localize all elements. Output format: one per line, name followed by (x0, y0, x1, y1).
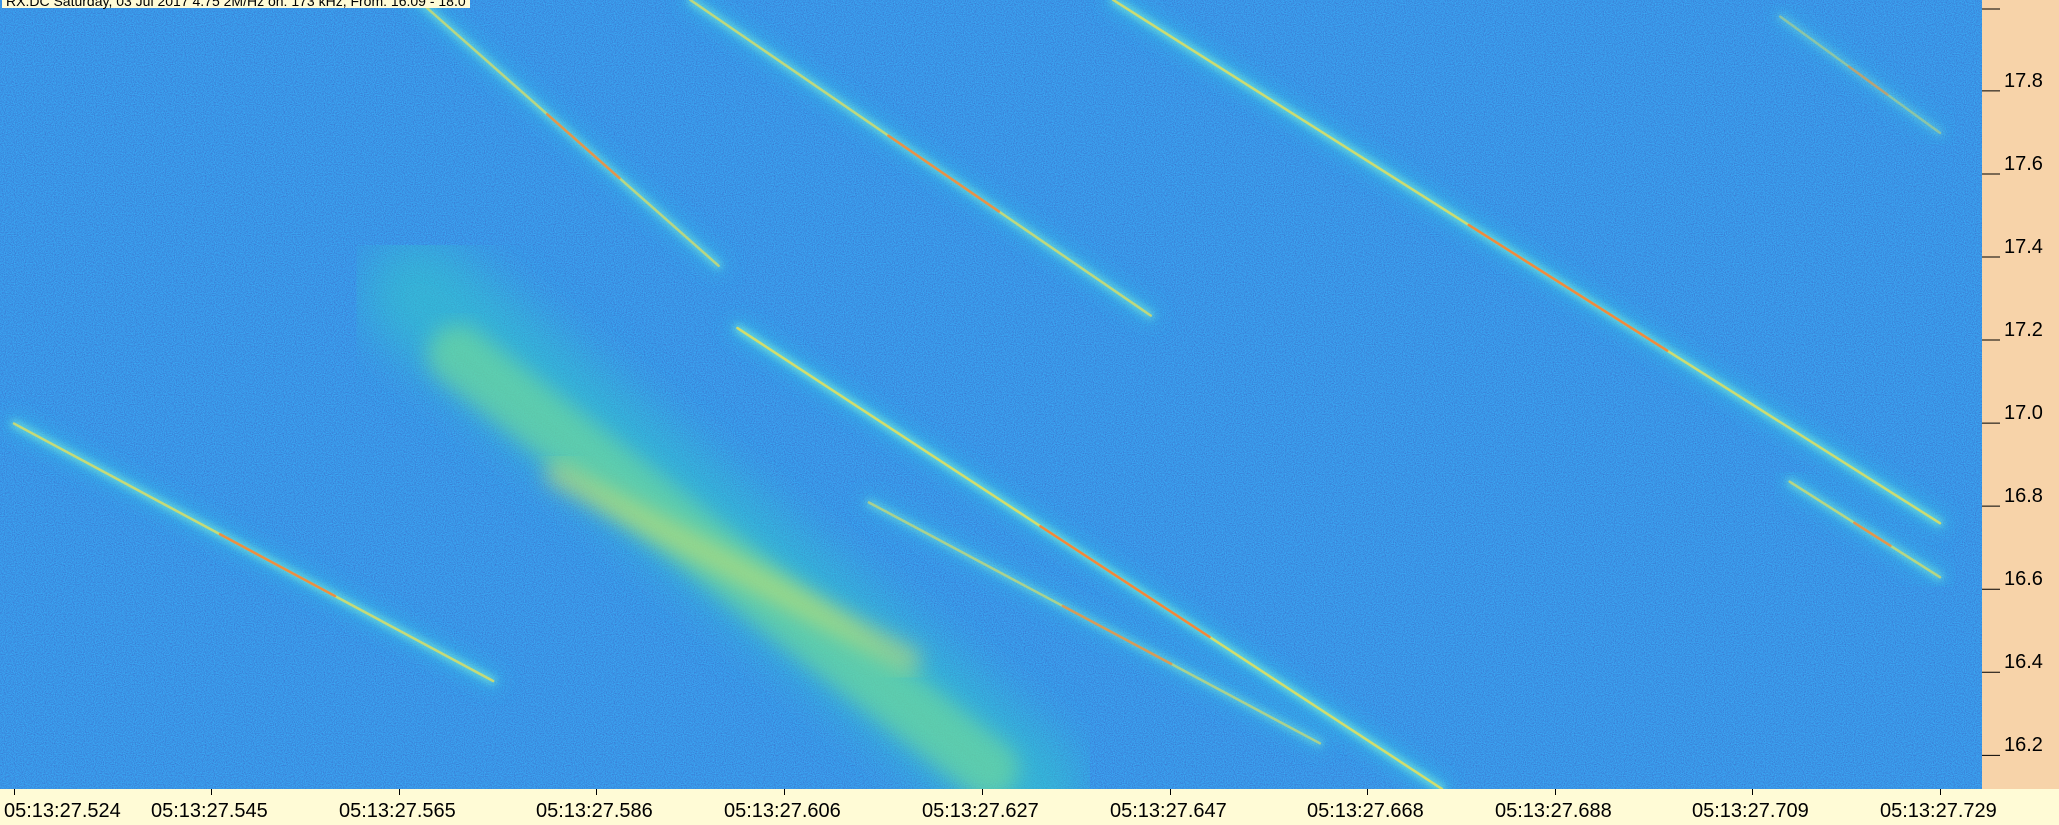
header-caption: RX:DC Saturday, 03 Jul 2017 4.75 2M/Hz o… (2, 0, 470, 8)
y-tick-label: 17.4 (2004, 236, 2043, 258)
signal-trace (681, 0, 1160, 325)
signal-features (5, 0, 1949, 789)
x-tick-label: 05:13:27.668 (1307, 800, 1424, 822)
y-tick-label: 16.2 (2004, 734, 2043, 756)
y-axis-lines (1982, 8, 2000, 756)
x-tick-mark (1752, 789, 1753, 795)
y-tick-label: 17.8 (2004, 70, 2043, 92)
y-tick-label: 16.6 (2004, 568, 2043, 590)
x-tick-mark (1170, 789, 1171, 795)
y-tick-label: 16.8 (2004, 485, 2043, 507)
x-tick-label: 05:13:27.709 (1692, 800, 1809, 822)
y-tick-label: 16.4 (2004, 651, 2043, 673)
x-tick-label: 05:13:27.688 (1495, 800, 1612, 822)
x-tick-label: 05:13:27.606 (724, 800, 841, 822)
x-tick-mark (982, 789, 983, 795)
signal-trace (5, 414, 503, 691)
x-tick-label: 05:13:27.545 (151, 800, 268, 822)
signal-blob (362, 239, 1084, 789)
signal-trace (859, 493, 1329, 753)
spectrogram-plot: RX:DC Saturday, 03 Jul 2017 4.75 2M/Hz o… (0, 0, 1982, 789)
signal-trace (728, 319, 1452, 789)
x-tick-mark (1940, 789, 1941, 795)
spectrogram-canvas (0, 0, 1982, 789)
x-tick-mark (1555, 789, 1556, 795)
signal-trace (1780, 472, 1949, 587)
x-tick-label: 05:13:27.729 (1880, 800, 1997, 822)
y-axis: 17.8 17.6 17.4 17.2 17.0 16.8 16.6 16.4 16.2 (1982, 0, 2059, 789)
x-tick-label: 05:13:27.586 (536, 800, 653, 822)
signal-trace (1104, 0, 1949, 533)
x-tick-mark (399, 789, 400, 795)
y-tick-label: 17.6 (2004, 153, 2043, 175)
x-tick-label: 05:13:27.647 (1110, 800, 1227, 822)
x-tick-mark (596, 789, 597, 795)
signal-trace (408, 0, 728, 275)
x-tick-label: 05:13:27.627 (922, 800, 1039, 822)
y-tick-label: 17.0 (2004, 402, 2043, 424)
x-tick-mark (211, 789, 212, 795)
spectrogram-noise (0, 0, 1982, 789)
x-tick-label: 05:13:27.565 (339, 800, 456, 822)
y-tick-label: 17.2 (2004, 319, 2043, 341)
x-tick-label: 05:13:27.524 (4, 800, 121, 822)
signal-trace (1771, 7, 1949, 142)
x-tick-mark (1367, 789, 1368, 795)
x-tick-mark (14, 789, 15, 795)
x-axis: 05:13:27.524 05:13:27.545 05:13:27.565 05:1… (0, 789, 2059, 825)
x-tick-mark (784, 789, 785, 795)
